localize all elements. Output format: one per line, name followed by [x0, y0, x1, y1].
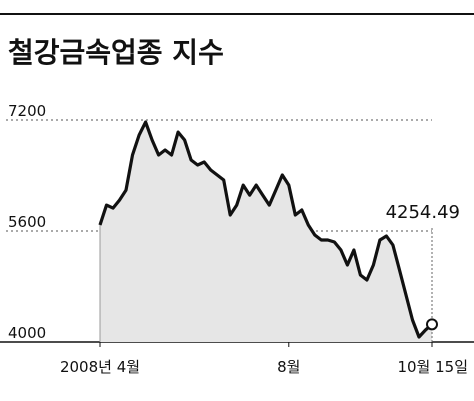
end-marker [426, 318, 438, 331]
chart-title: 철강금속업종 지수 [8, 36, 224, 69]
area [100, 122, 432, 342]
y-tick-label: 5600 [8, 213, 46, 231]
value-label: 4254.49 [386, 202, 460, 223]
line [98, 120, 434, 339]
x-tick-label: 10월 15일 [397, 358, 468, 376]
y-tick-label: 7200 [8, 102, 46, 120]
y-tick-label: 4000 [8, 324, 46, 342]
x-tick-label: 2008년 4월 [60, 358, 140, 376]
x-tick-label: 8월 [277, 358, 300, 376]
